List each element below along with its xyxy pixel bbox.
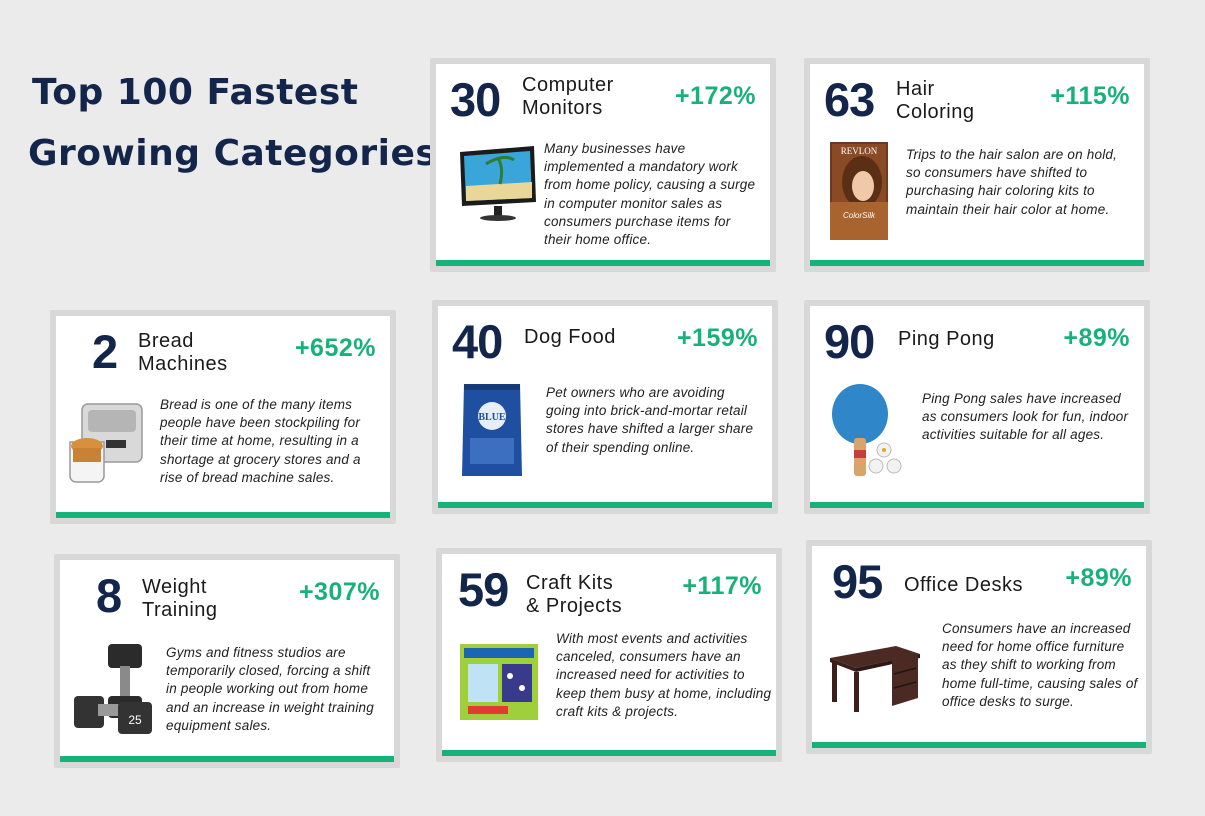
card-bread-machines: 2 Bread Machines +652% Bread is one of t… [56, 316, 390, 518]
category-name: Bread Machines [138, 330, 228, 375]
card-hair-coloring-frame: 63 Hair Coloring +115% ColorSilk REVLON … [804, 58, 1150, 272]
category-description: Consumers have an increased need for hom… [942, 621, 1138, 709]
page-title: Top 100 Fastest Growing Categories [28, 62, 437, 184]
growth-percentage: +307% [298, 578, 380, 606]
rank-number: 8 [96, 569, 122, 622]
hair-dye-box-icon: ColorSilk REVLON [830, 142, 888, 240]
rank-number: 63 [824, 73, 875, 126]
rank-number: 90 [824, 315, 875, 368]
card-office-desks-frame: 95 Office Desks +89% Consumers have an i… [806, 540, 1152, 754]
category-name: Office Desks [904, 574, 1023, 596]
dumbbell-icon: 25 [70, 638, 160, 736]
growth-percentage: +89% [1065, 564, 1132, 592]
rank-number: 40 [452, 315, 503, 368]
card-computer-monitors: 30 Computer Monitors +172% Many business… [436, 64, 770, 266]
rank-number: 59 [458, 563, 509, 616]
page-title-line-1: Top 100 Fastest [32, 72, 359, 113]
growth-percentage: +117% [682, 572, 762, 600]
card-computer-monitors-frame: 30 Computer Monitors +172% Many business… [430, 58, 776, 272]
category-description: Gyms and fitness studios are temporarily… [166, 645, 374, 733]
craft-kit-box-icon [460, 644, 538, 720]
category-name: Computer Monitors [522, 74, 614, 119]
page-title-line-2: Growing Categories [28, 133, 438, 174]
growth-percentage: +652% [294, 334, 376, 362]
card-weight-training: 8 Weight Training +307% 25 Gyms and fitn… [60, 560, 394, 762]
card-ping-pong: 90 Ping Pong +89% Ping Pong sales have i… [810, 306, 1144, 508]
rank-number: 2 [92, 325, 118, 378]
ping-pong-paddle-icon [830, 380, 908, 480]
category-name: Craft Kits & Projects [526, 572, 623, 617]
category-description: Ping Pong sales have increased as consum… [922, 391, 1129, 443]
computer-monitor-icon [454, 144, 538, 232]
dog-food-bag-icon: BLUE [460, 380, 524, 480]
card-dog-food: 40 Dog Food +159% BLUE Pet owners who ar… [438, 306, 772, 508]
category-description: Bread is one of the many items people ha… [160, 397, 361, 485]
card-ping-pong-frame: 90 Ping Pong +89% Ping Pong sales have i… [804, 300, 1150, 514]
dumbbell-weight-label: 25 [128, 713, 142, 727]
rank-number: 95 [832, 555, 883, 608]
rank-number: 30 [450, 73, 501, 126]
blue-brand-label: BLUE [478, 412, 506, 423]
card-craft-kits-frame: 59 Craft Kits & Projects +117% With most… [436, 548, 782, 762]
category-description: Pet owners who are avoiding going into b… [546, 385, 754, 455]
category-name: Hair Coloring [896, 78, 975, 123]
revlon-brand-label: REVLON [841, 146, 878, 156]
growth-percentage: +159% [676, 324, 758, 352]
category-name: Dog Food [524, 326, 616, 348]
category-name: Ping Pong [898, 328, 995, 350]
category-description: Trips to the hair salon are on hold, so … [906, 147, 1118, 217]
office-desk-icon [826, 636, 922, 716]
card-dog-food-frame: 40 Dog Food +159% BLUE Pet owners who ar… [432, 300, 778, 514]
category-name: Weight Training [142, 576, 218, 621]
category-description: Many businesses have implemented a manda… [544, 141, 756, 248]
category-description: With most events and activities canceled… [556, 631, 772, 719]
svg-text:ColorSilk: ColorSilk [843, 211, 876, 220]
growth-percentage: +89% [1063, 324, 1130, 352]
growth-percentage: +115% [1050, 82, 1130, 110]
card-office-desks: 95 Office Desks +89% Consumers have an i… [812, 546, 1146, 748]
growth-percentage: +172% [674, 82, 756, 110]
card-hair-coloring: 63 Hair Coloring +115% ColorSilk REVLON … [810, 64, 1144, 266]
card-craft-kits: 59 Craft Kits & Projects +117% With most… [442, 554, 776, 756]
card-bread-machines-frame: 2 Bread Machines +652% Bread is one of t… [50, 310, 396, 524]
card-weight-training-frame: 8 Weight Training +307% 25 Gyms and fitn… [54, 554, 400, 768]
bread-machine-icon [66, 396, 146, 486]
